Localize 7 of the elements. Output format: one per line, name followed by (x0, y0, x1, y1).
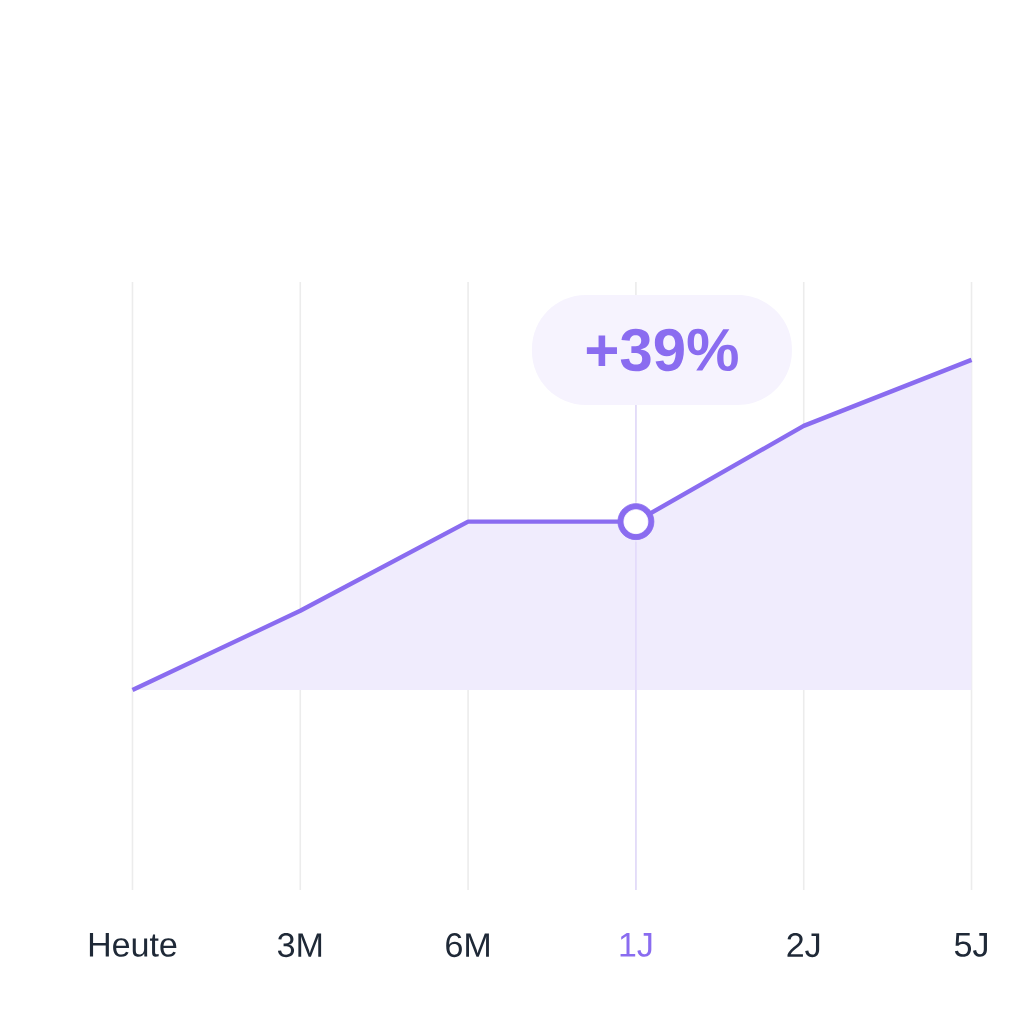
x-tick-label: 5J (954, 933, 987, 957)
x-tick-label: 6M (446, 933, 489, 958)
x-tick-label: 1J (620, 933, 652, 957)
x-tick-label: Heute (89, 933, 177, 957)
x-tick-label: 3M (277, 933, 322, 958)
annotation: +39% (586, 328, 738, 372)
x-tick-label: 2J (787, 933, 820, 958)
